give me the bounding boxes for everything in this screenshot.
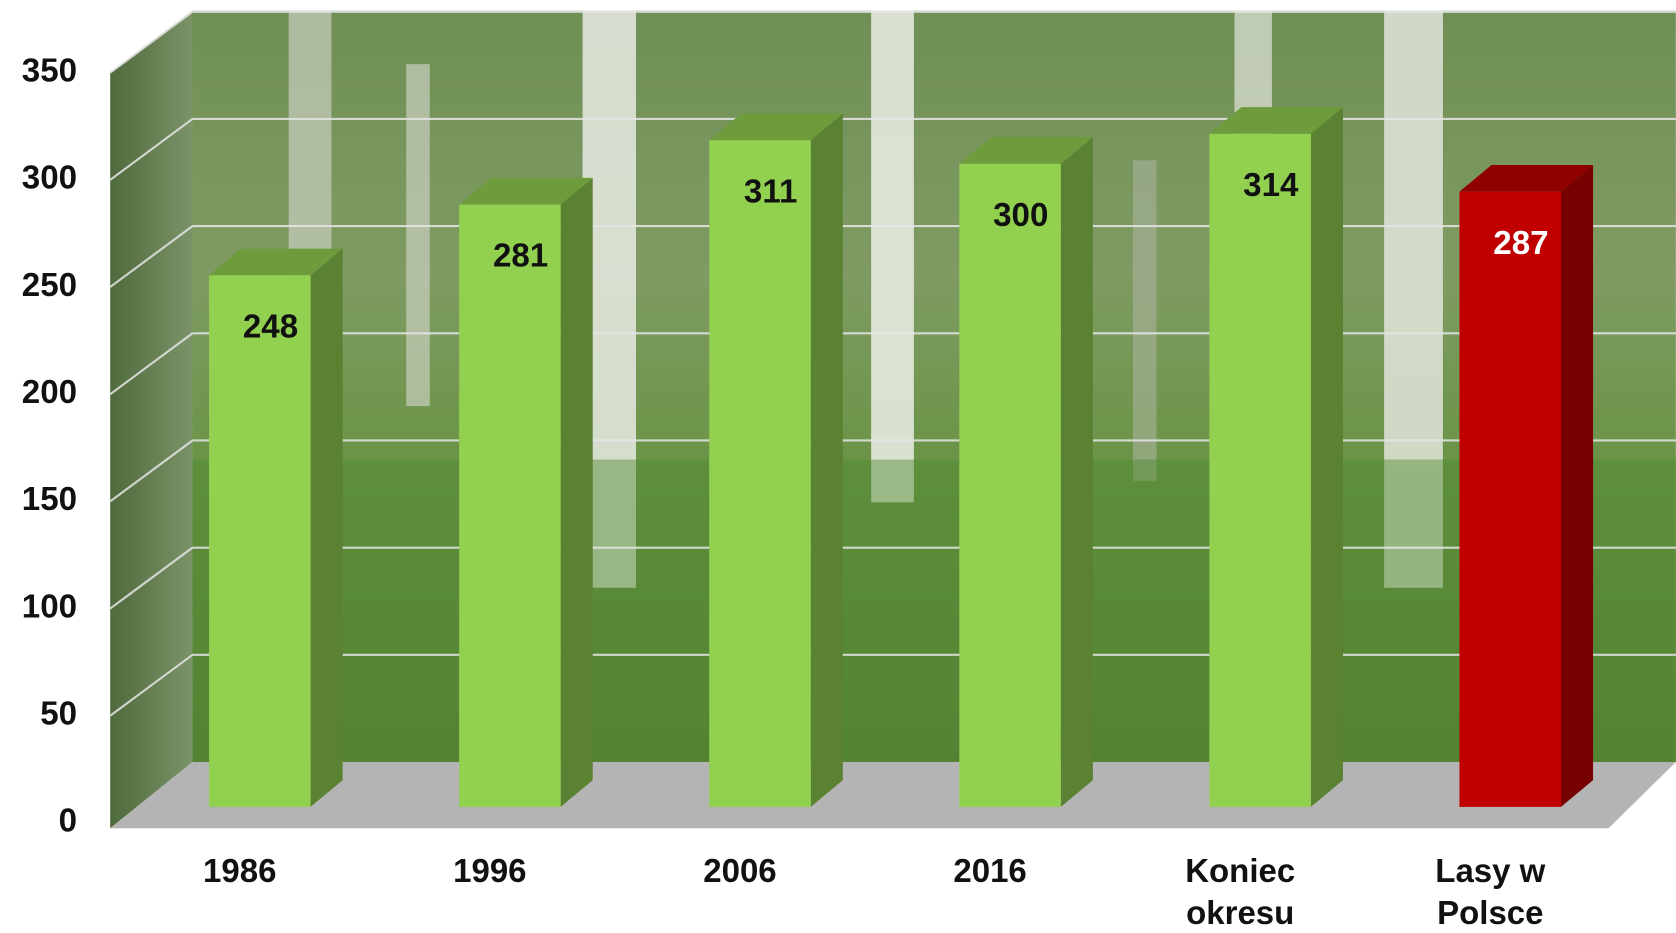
bar-side: [811, 114, 843, 807]
bar: [959, 164, 1061, 807]
y-tick-label: 150: [22, 481, 77, 518]
value-label: 314: [1243, 167, 1299, 204]
y-tick-label: 100: [22, 588, 77, 625]
y-tick-label: 0: [59, 803, 77, 840]
bar-side: [1311, 107, 1343, 807]
bar-side: [1561, 165, 1593, 807]
bar: [1209, 134, 1311, 807]
value-label: 287: [1493, 225, 1548, 262]
bar: [209, 275, 311, 807]
bar: [459, 205, 561, 807]
value-label: 311: [744, 173, 797, 210]
bar-side: [311, 249, 343, 807]
value-label: 300: [993, 197, 1048, 234]
bar-side: [1061, 137, 1093, 807]
y-tick-label: 50: [40, 695, 77, 732]
y-tick-label: 350: [22, 52, 77, 89]
value-label: 281: [493, 238, 548, 275]
value-label: 248: [243, 308, 298, 345]
x-tick-label: Lasy w Polsce: [1400, 850, 1580, 933]
background: [110, 11, 1676, 829]
chart: 0 50 100 150 200 250 300 350 248 281 311 300 314 287: [0, 0, 1676, 933]
page: 050100150200250300350248281311300314287 …: [0, 0, 1676, 933]
x-tick-label: 2006: [650, 850, 830, 892]
y-tick-label: 300: [22, 160, 77, 197]
bar: [1459, 192, 1561, 807]
x-tick-label: Koniec okresu: [1150, 850, 1330, 933]
x-tick-label: 1986: [150, 850, 330, 892]
x-tick-label: 2016: [900, 850, 1080, 892]
bar: [709, 140, 811, 807]
x-tick-label: 1996: [400, 850, 580, 892]
y-tick-label: 200: [22, 374, 77, 411]
bar-side: [561, 178, 593, 807]
y-tick-label: 250: [22, 267, 77, 304]
